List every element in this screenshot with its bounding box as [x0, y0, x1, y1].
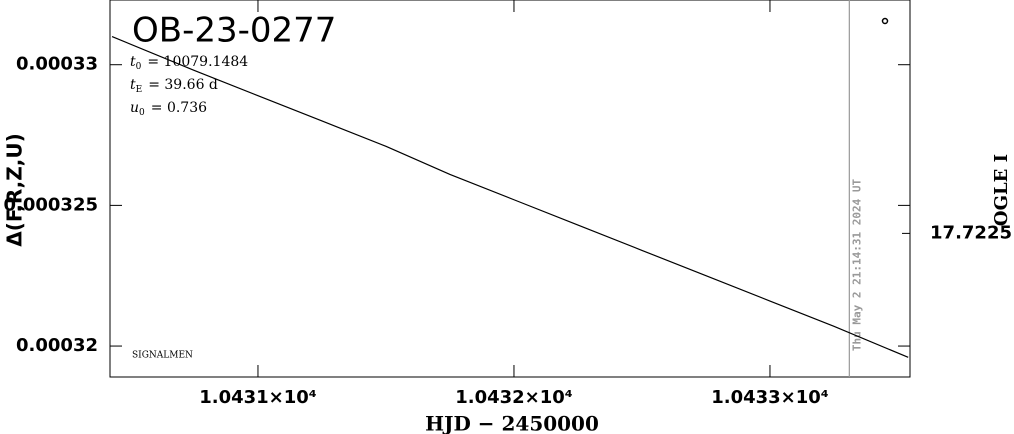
- parameter-annotation: tE = 39.66 d: [130, 77, 218, 95]
- x-tick-label: 1.0433×10⁴: [711, 387, 829, 408]
- corner-marker: [881, 17, 889, 25]
- model-curve: [111, 36, 909, 358]
- param-value: = 39.66 d: [148, 77, 218, 93]
- parameter-annotation: t0 = 10079.1484: [130, 54, 248, 72]
- y2-tick-label: 17.7225: [930, 222, 1012, 243]
- y-tick-label: 0.00033: [16, 54, 98, 75]
- param-symbol: u: [130, 100, 139, 116]
- footer-note: SIGNALMEN: [132, 351, 193, 361]
- parameter-annotation: u0 = 0.736: [130, 100, 207, 118]
- y-tick-label: 0.000325: [3, 194, 98, 215]
- y2-axis-label: OGLE I: [991, 154, 1012, 226]
- param-value: = 0.736: [151, 100, 207, 116]
- param-value: = 10079.1484: [147, 54, 248, 70]
- param-subscript: 0: [139, 108, 145, 118]
- param-symbol: t: [130, 54, 136, 70]
- y-axis-label: Δ(F,R,Z,U): [3, 133, 27, 247]
- x-tick-label: 1.0431×10⁴: [199, 387, 317, 408]
- x-tick-label: 1.0432×10⁴: [455, 387, 573, 408]
- chart-title: OB-23-0277: [132, 11, 336, 51]
- x-axis-label: HJD − 2450000: [425, 412, 599, 434]
- plot-frame: [109, 0, 911, 378]
- y-tick-label: 0.00032: [16, 335, 98, 356]
- param-symbol: t: [130, 77, 136, 93]
- param-subscript: E: [136, 85, 143, 95]
- param-subscript: 0: [136, 62, 142, 72]
- now-label: Thu May 2 21:14:31 2024 UT: [850, 179, 863, 352]
